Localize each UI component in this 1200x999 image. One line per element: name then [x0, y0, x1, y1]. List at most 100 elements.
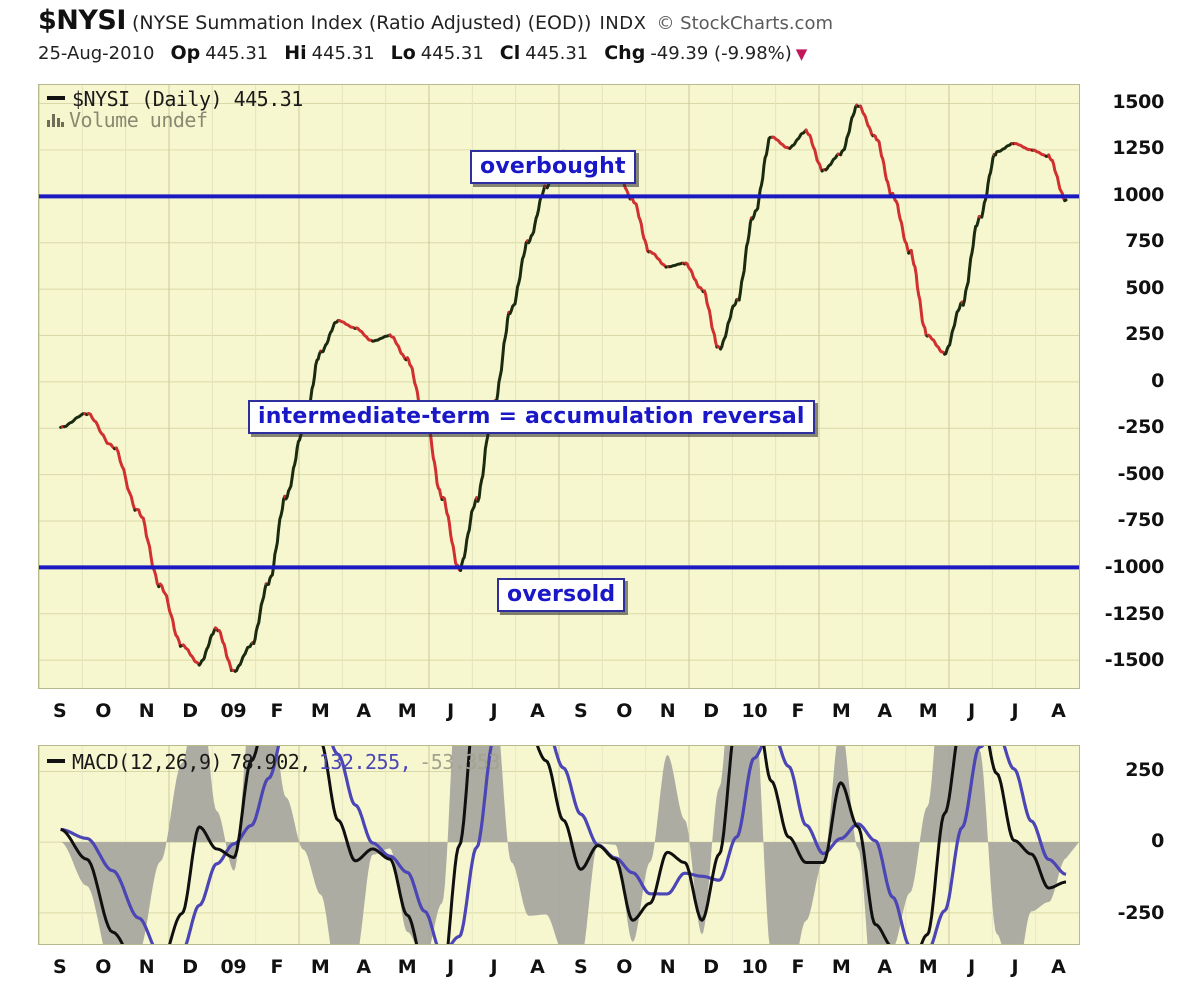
price-y-tick-label: 1500: [1112, 90, 1164, 113]
price-x-tick-label: A: [877, 700, 892, 722]
price-x-tick-label: J: [968, 700, 975, 722]
price-y-tick-label: -250: [1117, 416, 1165, 439]
price-x-tick-label: A: [1051, 700, 1066, 722]
macd-x-tick-label: M: [918, 956, 938, 978]
quote-date: 25-Aug-2010: [38, 43, 155, 64]
price-x-tick-label: O: [95, 700, 112, 722]
macd-legend-hist-value: -53.353: [419, 750, 500, 774]
macd-x-tick-label: D: [182, 956, 198, 978]
price-x-tick-label: D: [703, 700, 719, 722]
price-x-tick-label: N: [659, 700, 676, 722]
macd-x-tick-label: F: [791, 956, 805, 978]
line-swatch-icon: [47, 96, 65, 100]
close-label: Cl: [499, 42, 521, 64]
price-y-tick-label: 750: [1125, 230, 1164, 253]
price-x-tick-label: M: [918, 700, 938, 722]
macd-x-tick-label: N: [659, 956, 676, 978]
price-y-tick-label: 1250: [1112, 137, 1164, 160]
price-x-tick-label: O: [616, 700, 633, 722]
chart-header: $NYSI (NYSE Summation Index (Ratio Adjust…: [38, 6, 1098, 67]
macd-x-tick-label: S: [53, 956, 67, 978]
high-label: Hi: [284, 42, 307, 64]
macd-x-tick-label: J: [490, 956, 498, 978]
macd-x-tick-label: J: [447, 956, 454, 978]
price-legend-text: $NYSI (Daily) 445.31: [72, 87, 303, 111]
macd-legend-signal-value: 132.255,: [318, 750, 412, 774]
price-x-tick-label: F: [270, 700, 284, 722]
open-value: 445.31: [205, 43, 269, 64]
price-y-tick-label: -1500: [1104, 649, 1165, 672]
price-x-tick-label: J: [1011, 700, 1019, 722]
price-y-tick-label: 500: [1125, 276, 1164, 299]
price-x-tick-label: M: [397, 700, 417, 722]
change-label: Chg: [604, 42, 646, 64]
price-y-tick-label: -1000: [1104, 556, 1165, 578]
macd-x-axis: S O N D 09 F M A M J J A S O N D 10 F M A M J J A: [38, 956, 1080, 986]
low-label: Lo: [390, 42, 416, 64]
price-y-tick-label: 250: [1125, 323, 1164, 346]
macd-x-tick-label: M: [831, 956, 851, 978]
macd-x-tick-label: J: [968, 956, 975, 978]
price-x-tick-label: M: [310, 700, 330, 722]
macd-x-tick-label: A: [1051, 956, 1066, 978]
macd-plot-area[interactable]: [39, 746, 1079, 944]
price-legend: $NYSI (Daily) 445.31 Volume undef: [47, 87, 303, 132]
macd-x-tick-label: D: [703, 956, 719, 978]
macd-x-tick-label: F: [270, 956, 284, 978]
annotation-intermediate-term[interactable]: intermediate-term = accumulation reversa…: [248, 400, 815, 434]
line-swatch-icon: [47, 758, 65, 763]
volume-legend-text: Volume undef: [69, 108, 208, 132]
annotation-oversold[interactable]: oversold: [497, 578, 626, 612]
price-x-tick-label: D: [182, 700, 198, 722]
price-legend-row-1: $NYSI (Daily) 445.31: [47, 87, 303, 111]
macd-x-tick-label: M: [397, 956, 417, 978]
high-value: 445.31: [311, 43, 375, 64]
macd-x-tick-label: S: [574, 956, 588, 978]
price-y-tick-label: -750: [1117, 509, 1165, 532]
copyright-label: © StockCharts.com: [656, 13, 833, 34]
header-quote-line: 25-Aug-2010 Op 445.31 Hi 445.31 Lo 445.31 Cl 445…: [38, 40, 1098, 67]
price-x-tick-label: 09: [220, 700, 247, 722]
price-x-tick-label: A: [530, 700, 545, 722]
macd-x-tick-label: A: [356, 956, 371, 978]
price-y-tick-label: 1000: [1112, 183, 1164, 206]
price-plot-area[interactable]: [39, 85, 1079, 688]
price-x-tick-label: N: [138, 700, 155, 722]
price-y-tick-label: -500: [1117, 462, 1165, 485]
macd-legend: MACD(12,26,9) 78.902, 132.255, -53.353: [47, 750, 500, 774]
macd-x-tick-label: A: [530, 956, 545, 978]
price-x-tick-label: M: [831, 700, 851, 722]
volume-bars-icon: [47, 113, 64, 127]
price-x-tick-label: A: [356, 700, 371, 722]
annotation-overbought[interactable]: overbought: [470, 150, 636, 184]
macd-y-tick-label: -250: [1117, 901, 1165, 924]
price-x-tick-label: S: [53, 700, 67, 722]
exchange-label: INDX: [599, 13, 647, 34]
price-legend-row-2: Volume undef: [47, 108, 303, 132]
down-triangle-icon: ▼: [795, 45, 808, 63]
price-x-tick-label: J: [490, 700, 498, 722]
macd-x-tick-label: J: [1011, 956, 1019, 978]
macd-chart-panel[interactable]: MACD(12,26,9) 78.902, 132.255, -53.353: [38, 745, 1080, 945]
macd-x-tick-label: O: [95, 956, 112, 978]
symbol-description: (NYSE Summation Index (Ratio Adjusted) (…: [131, 12, 592, 34]
price-y-tick-label: -1250: [1104, 602, 1165, 625]
header-title-line: $NYSI (NYSE Summation Index (Ratio Adjust…: [38, 6, 1098, 39]
close-value: 445.31: [525, 43, 589, 64]
price-y-tick-label: 0: [1151, 369, 1164, 392]
macd-x-tick-label: N: [138, 956, 155, 978]
symbol-ticker: $NYSI: [38, 5, 126, 36]
price-x-tick-label: S: [574, 700, 588, 722]
macd-x-tick-label: A: [877, 956, 892, 978]
macd-x-tick-label: M: [310, 956, 330, 978]
macd-y-tick-label: 250: [1125, 758, 1164, 781]
macd-legend-macd-value: 78.902,: [230, 750, 311, 774]
macd-y-tick-label: 0: [1151, 830, 1164, 853]
price-x-tick-label: J: [447, 700, 454, 722]
open-label: Op: [170, 42, 201, 64]
macd-x-tick-label: O: [616, 956, 633, 978]
price-x-axis: S O N D 09 F M A M J J A S O N D 10 F M A M J J A: [38, 700, 1080, 730]
macd-x-tick-label: 10: [741, 956, 768, 978]
macd-x-tick-label: 09: [220, 956, 247, 978]
macd-legend-name: MACD(12,26,9): [72, 750, 223, 774]
